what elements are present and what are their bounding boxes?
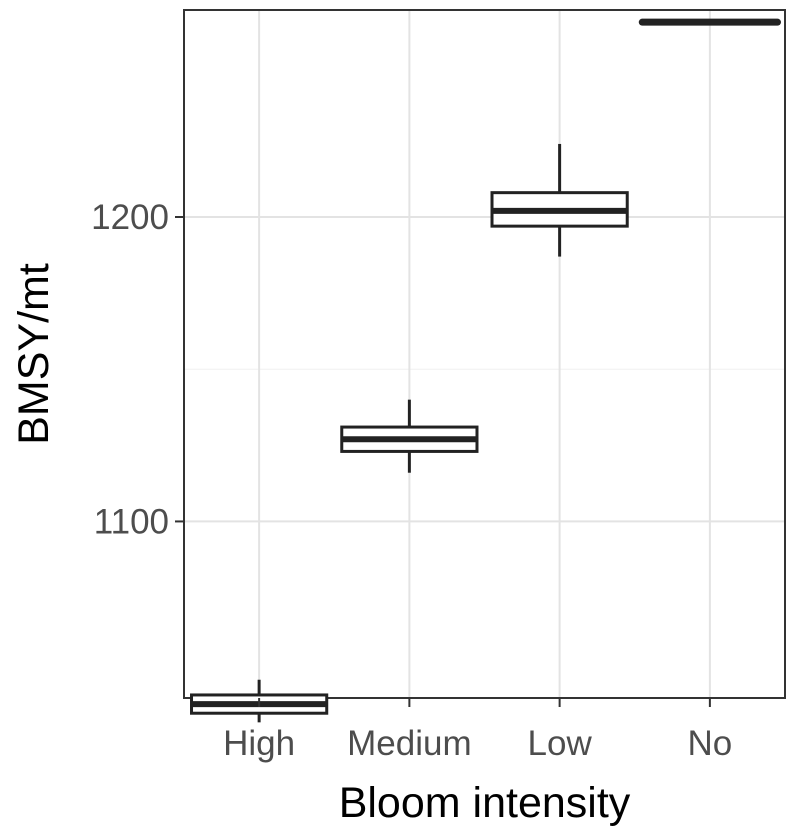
x-axis: High Medium Low No xyxy=(223,698,732,763)
y-tick-label: 1100 xyxy=(94,502,169,541)
box-low xyxy=(490,143,629,257)
x-axis-title: Bloom intensity xyxy=(339,779,631,827)
y-axis: 1100 1200 xyxy=(91,198,184,541)
y-axis-title: BMSY/mt xyxy=(10,263,58,445)
x-tick-label: No xyxy=(688,724,733,763)
y-tick-label: 1200 xyxy=(91,198,169,237)
x-tick-label: High xyxy=(223,724,295,763)
boxes xyxy=(190,18,781,723)
panel-border xyxy=(183,9,786,699)
box-medium xyxy=(340,399,479,473)
x-tick-label: Medium xyxy=(347,724,471,763)
x-tick-label: Low xyxy=(528,724,593,763)
grid xyxy=(184,10,785,698)
